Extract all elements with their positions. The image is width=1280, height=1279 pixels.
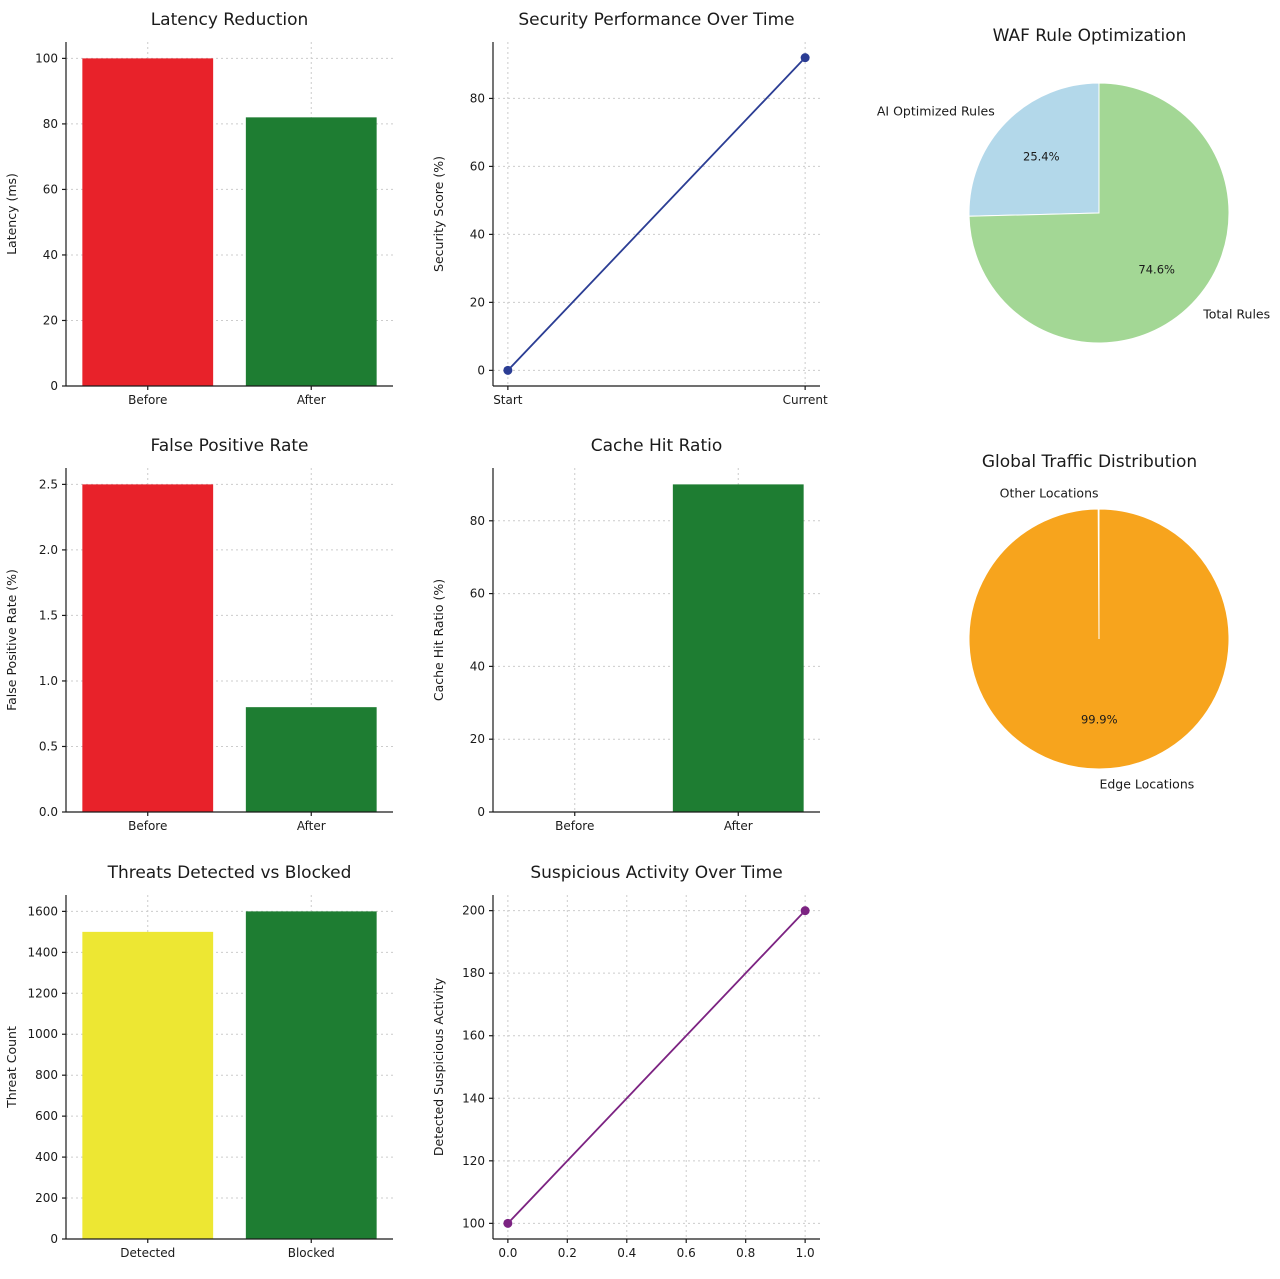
svg-text:0.2: 0.2 (558, 1246, 577, 1260)
svg-text:Current: Current (783, 393, 828, 407)
security-performance-plot: Start Current 0 20 40 60 80 Security Score (%) (431, 42, 828, 407)
svg-text:20: 20 (470, 733, 485, 747)
svg-text:100: 100 (462, 1216, 485, 1230)
svg-text:40: 40 (470, 227, 485, 241)
svg-text:1200: 1200 (27, 986, 58, 1000)
svg-text:Before: Before (128, 393, 167, 407)
svg-text:Detected Suspicious Activity: Detected Suspicious Activity (431, 977, 446, 1156)
chart-threats-detected-vs-blocked: Threats Detected vs Blocked Detected Bloc… (0, 853, 427, 1279)
svg-text:400: 400 (35, 1150, 58, 1164)
svg-text:0: 0 (477, 805, 485, 819)
svg-text:99.9%: 99.9% (1081, 713, 1118, 727)
svg-text:Start: Start (493, 393, 523, 407)
svg-text:25.4%: 25.4% (1023, 150, 1060, 164)
chart-false-positive-rate: False Positive Rate Before After 0.0 0.5 1.0… (0, 426, 427, 852)
svg-text:40: 40 (43, 248, 58, 262)
svg-text:120: 120 (462, 1153, 485, 1167)
svg-text:0.0: 0.0 (39, 805, 58, 819)
svg-text:0: 0 (50, 379, 58, 393)
svg-text:160: 160 (462, 1028, 485, 1042)
svg-text:0.4: 0.4 (617, 1246, 636, 1260)
svg-text:Threat Count: Threat Count (4, 1026, 19, 1109)
svg-text:0.8: 0.8 (736, 1246, 755, 1260)
svg-text:0: 0 (477, 363, 485, 377)
svg-text:Total Rules: Total Rules (1202, 307, 1270, 322)
threats-plot: Detected Blocked 0 200 400 600 800 1000 1200 1400… (4, 894, 393, 1260)
svg-text:100: 100 (35, 51, 58, 65)
empty-cell (854, 853, 1280, 1279)
svg-text:1600: 1600 (27, 904, 58, 918)
latency-reduction-title: Latency Reduction (150, 10, 309, 30)
suspicious-activity-title: Suspicious Activity Over Time (530, 862, 783, 883)
svg-text:60: 60 (470, 587, 485, 601)
cache-hit-ratio-plot: Before After 0 20 40 60 80 Cache Hit Ratio (%) (431, 468, 820, 833)
chart-latency-reduction: Latency Reduction Before After 0 20 40 60 80 10… (0, 0, 427, 426)
svg-text:80: 80 (470, 514, 485, 528)
svg-text:40: 40 (470, 660, 485, 674)
chart-security-performance: Security Performance Over Time Start Curr… (427, 0, 854, 426)
svg-text:180: 180 (462, 966, 485, 980)
svg-text:After: After (297, 819, 326, 833)
svg-text:60: 60 (470, 159, 485, 173)
svg-text:0.5: 0.5 (39, 740, 58, 754)
chart-global-traffic-distribution: Global Traffic Distribution 0.1%Other Lo… (854, 426, 1280, 852)
latency-reduction-plot: Before After 0 20 40 60 80 100 Latency (ms) (4, 42, 393, 407)
security-performance-title: Security Performance Over Time (518, 10, 795, 30)
svg-text:20: 20 (470, 295, 485, 309)
threats-title: Threats Detected vs Blocked (107, 862, 352, 883)
svg-text:Detected: Detected (120, 1246, 175, 1260)
svg-text:0.0: 0.0 (498, 1246, 517, 1260)
waf-rule-optimization-plot: 25.4% AI Optimized Rules 74.6% Total Rules (877, 82, 1270, 344)
svg-text:After: After (297, 393, 326, 407)
svg-text:200: 200 (462, 903, 485, 917)
svg-text:0.6: 0.6 (677, 1246, 696, 1260)
svg-text:False Positive Rate (%): False Positive Rate (%) (4, 569, 19, 711)
svg-text:Before: Before (555, 819, 594, 833)
svg-text:Latency (ms): Latency (ms) (4, 173, 19, 255)
svg-text:Before: Before (128, 819, 167, 833)
svg-text:After: After (724, 819, 753, 833)
false-positive-rate-plot: Before After 0.0 0.5 1.0 1.5 2.0 2.5 False Posit… (4, 468, 393, 833)
waf-rule-optimization-title: WAF Rule Optimization (992, 26, 1187, 46)
svg-text:600: 600 (35, 1109, 58, 1123)
svg-text:2.0: 2.0 (39, 543, 58, 557)
svg-text:AI Optimized Rules: AI Optimized Rules (877, 103, 995, 118)
svg-text:80: 80 (470, 91, 485, 105)
svg-text:Security Score (%): Security Score (%) (431, 156, 446, 272)
suspicious-activity-plot: 0.0 0.2 0.4 0.6 0.8 1.0 100 120 140 160 180 200 Dete… (431, 894, 820, 1260)
svg-text:20: 20 (43, 313, 58, 327)
svg-text:Blocked: Blocked (288, 1246, 335, 1260)
global-traffic-distribution-title: Global Traffic Distribution (981, 452, 1198, 473)
cache-hit-ratio-title: Cache Hit Ratio (590, 436, 723, 457)
svg-text:Cache Hit Ratio (%): Cache Hit Ratio (%) (431, 579, 446, 701)
svg-text:140: 140 (462, 1091, 485, 1105)
false-positive-rate-title: False Positive Rate (150, 436, 309, 457)
svg-text:1.0: 1.0 (39, 674, 58, 688)
chart-waf-rule-optimization: WAF Rule Optimization 25.4% AI Optimized … (854, 0, 1280, 426)
chart-cache-hit-ratio: Cache Hit Ratio Before After 0 20 40 60 80 Cach… (427, 426, 854, 852)
svg-text:Edge Locations: Edge Locations (1099, 777, 1194, 792)
svg-text:1400: 1400 (27, 945, 58, 959)
svg-text:1.0: 1.0 (796, 1246, 815, 1260)
svg-text:800: 800 (35, 1068, 58, 1082)
svg-text:Other Locations: Other Locations (1000, 486, 1099, 501)
svg-text:0: 0 (50, 1232, 58, 1246)
svg-text:1.5: 1.5 (39, 609, 58, 623)
svg-text:60: 60 (43, 182, 58, 196)
svg-text:1000: 1000 (27, 1027, 58, 1041)
svg-text:80: 80 (43, 117, 58, 131)
svg-text:74.6%: 74.6% (1138, 262, 1175, 276)
chart-suspicious-activity: Suspicious Activity Over Time 0.0 0.2 0.4 0… (427, 853, 854, 1279)
svg-text:2.5: 2.5 (39, 478, 58, 492)
svg-text:200: 200 (35, 1191, 58, 1205)
